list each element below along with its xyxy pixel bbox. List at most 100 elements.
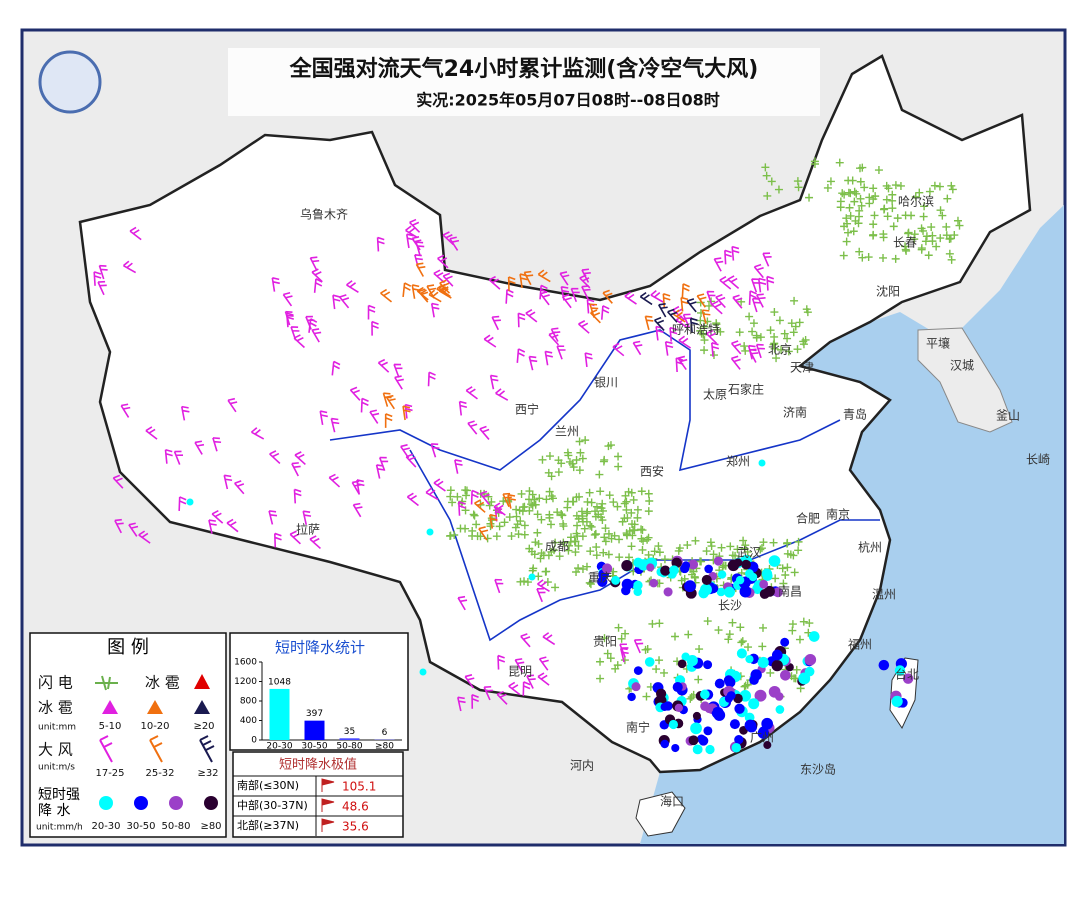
legend-title: 图 例 [107, 637, 149, 658]
bar-value-label: 35 [344, 727, 355, 737]
legend-label: 降 水 [38, 803, 70, 819]
precip-dot [732, 743, 741, 752]
precip-dot [734, 704, 744, 714]
precip-dot [737, 648, 747, 658]
precip-dot [678, 659, 687, 668]
city-label: 南昌 [778, 584, 802, 599]
stats-chart: 短时降水统计 040080012001600104820-3039730-503… [230, 633, 408, 752]
legend-rain [204, 796, 218, 810]
x-tick-label: 30-50 [301, 742, 327, 752]
legend-class: 50-80 [161, 821, 190, 832]
city-label: 杭州 [858, 540, 882, 555]
city-label: 拉萨 [296, 522, 320, 537]
stats-title: 短时降水统计 [275, 639, 365, 657]
legend-class: ≥20 [193, 721, 214, 732]
legend-unit: unit:m/s [38, 763, 75, 773]
precip-dot [805, 654, 817, 666]
city-label: 南京 [826, 507, 850, 522]
precip-dot [798, 672, 810, 684]
precip-dot [187, 499, 194, 506]
city-label: 乌鲁木齐 [300, 207, 348, 222]
city-label: 昆明 [508, 665, 532, 679]
precip-dot [713, 708, 724, 719]
legend-unit: unit:mm/h [36, 823, 83, 833]
city-label: 成都 [545, 540, 569, 554]
row-label: 中部(30-37N) [237, 798, 308, 812]
row-label: 北部(≥37N) [237, 818, 299, 832]
row-value: 48.6 [342, 800, 369, 814]
bar-value-label: 6 [382, 728, 388, 738]
precip-dot [718, 570, 726, 578]
city-label: 贵阳 [593, 635, 617, 649]
city-label: 重庆 [588, 571, 612, 585]
bar-value-label: 397 [306, 709, 323, 719]
legend-label: 大 风 [38, 741, 73, 759]
precip-dot [762, 569, 772, 579]
precip-dot [660, 740, 669, 749]
precip-dot [772, 650, 783, 661]
bar [340, 738, 360, 740]
precip-dot [759, 580, 768, 589]
y-tick-label: 1200 [234, 677, 257, 687]
city-label: 银川 [594, 376, 618, 390]
precip-dot [703, 726, 712, 735]
precip-dot [772, 660, 783, 671]
x-tick-label: 20-30 [266, 742, 292, 752]
city-label: 太原 [703, 387, 727, 402]
precip-dot [675, 704, 683, 712]
y-tick-label: 400 [240, 716, 257, 726]
precip-dot [684, 580, 696, 592]
precip-dot [759, 460, 766, 467]
precip-dot [680, 564, 689, 573]
city-label: 长春 [893, 236, 917, 250]
precip-dot [748, 698, 759, 709]
precip-dot [645, 657, 655, 667]
precip-dot [669, 565, 679, 575]
legend-label: 短时强 [38, 787, 80, 803]
precip-dot [703, 660, 712, 669]
precip-dot [725, 694, 733, 702]
precip-dot [749, 675, 759, 685]
bar [270, 689, 290, 740]
bar-value-label: 1048 [268, 677, 291, 687]
legend-rain [169, 796, 183, 810]
precip-dot [649, 579, 658, 588]
city-label: 兰州 [555, 425, 579, 439]
precip-dot [693, 712, 701, 720]
city-label: 汉城 [950, 359, 974, 373]
precip-dot [892, 696, 903, 707]
precip-dot [698, 588, 708, 598]
city-label: 济南 [783, 405, 807, 420]
city-label: 西宁 [515, 402, 539, 417]
precip-dot [724, 587, 735, 598]
precip-dot [699, 736, 709, 746]
row-label: 南部(≤30N) [237, 778, 299, 792]
logo [40, 52, 100, 112]
precip-dot [769, 555, 781, 567]
precip-dot [689, 735, 699, 745]
precip-dot [745, 655, 753, 663]
legend-class: 17-25 [95, 768, 124, 779]
precip-dot [687, 655, 698, 666]
y-tick-label: 800 [240, 697, 257, 707]
legend-label: 闪 电 [38, 674, 73, 692]
legend-rain [134, 796, 148, 810]
y-tick-label: 1600 [234, 658, 257, 668]
precip-dot [780, 670, 791, 681]
legend-rain [99, 796, 113, 810]
precip-dot [730, 719, 740, 729]
precip-dot [669, 720, 678, 729]
precip-dot [760, 589, 770, 599]
subtitle: 实况:2025年05月07日08时--08日08时 [416, 91, 720, 110]
precip-dot [809, 631, 820, 642]
precip-dot [700, 690, 710, 700]
precip-dot [427, 529, 434, 536]
city-label: 河内 [570, 759, 594, 773]
legend-class: 30-50 [126, 821, 155, 832]
city-label: 南宁 [626, 720, 650, 735]
city-label: 广州 [750, 731, 774, 745]
precip-dot [633, 581, 642, 590]
precip-dot [621, 560, 632, 571]
city-label: 天津 [790, 361, 814, 375]
